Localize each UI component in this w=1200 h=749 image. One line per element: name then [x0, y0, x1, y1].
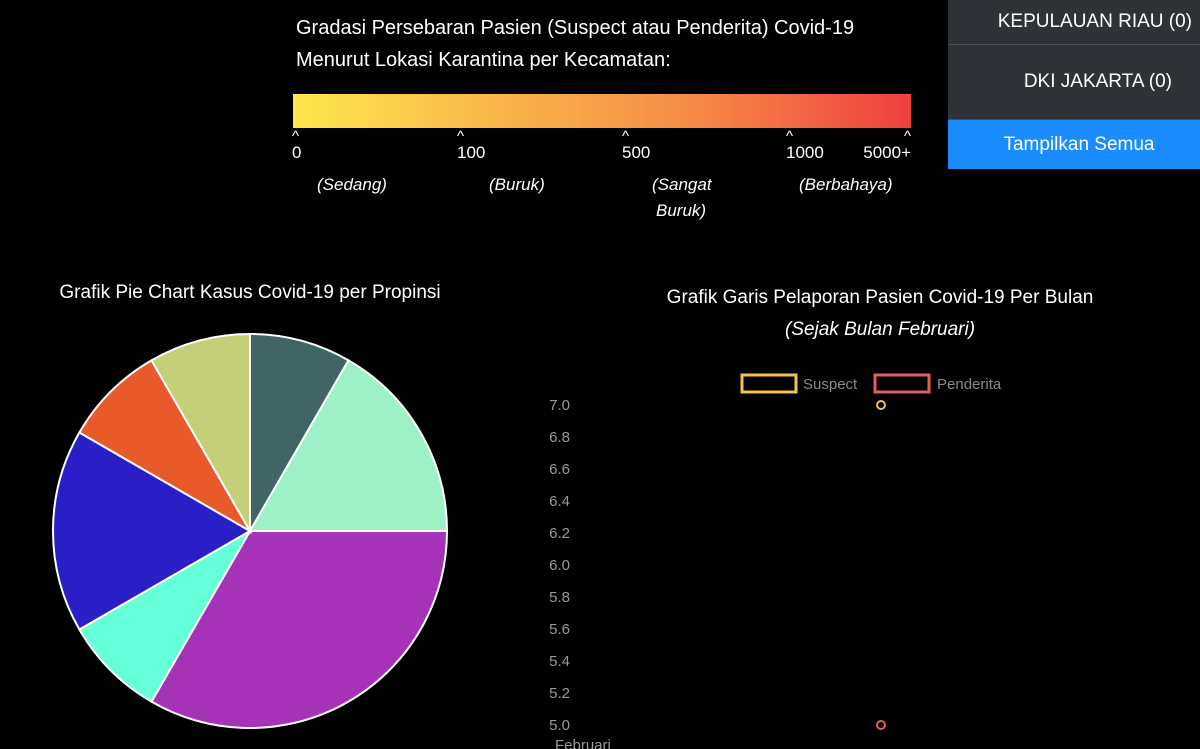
- pie-slice[interactable]: [78, 359, 253, 534]
- pie-slice[interactable]: [249, 332, 350, 535]
- y-tick-label: 5.8: [549, 589, 570, 606]
- legend-label[interactable]: Penderita: [937, 376, 1002, 393]
- gradient-legend-title-line2: Menurut Lokasi Karantina per Kecamatan:: [296, 49, 671, 71]
- pie-chart-title: Grafik Pie Chart Kasus Covid-19 per Prop…: [59, 282, 441, 303]
- y-tick-label: 6.6: [549, 461, 570, 478]
- gradient-tick: ^ 100: [457, 128, 486, 162]
- grade-label: Buruk): [656, 201, 707, 220]
- gradient-color-bar: [293, 94, 911, 128]
- y-tick-label: 6.4: [549, 493, 570, 510]
- gradient-tick: ^ 500: [622, 128, 651, 162]
- line-chart-title: Grafik Garis Pelaporan Pasien Covid-19 P…: [600, 282, 1160, 346]
- province-item-dki-jakarta[interactable]: DKI JAKARTA (0): [948, 45, 1200, 120]
- y-tick-label: 5.4: [549, 653, 570, 670]
- pie-slice[interactable]: [52, 431, 252, 631]
- line-chart: Suspect Penderita 7.0 6.8 6.6 6.4 6.2 6.0 5.8 5.6…: [549, 373, 1002, 749]
- legend-label[interactable]: Suspect: [803, 376, 858, 393]
- province-filter-panel: KEPULAUAN RIAU (0) DKI JAKARTA (0) Tampi…: [948, 0, 1200, 169]
- pie-slice[interactable]: [150, 530, 449, 729]
- show-all-button[interactable]: Tampilkan Semua: [948, 120, 1200, 169]
- gradient-legend-title: Gradasi Persebaran Pasien (Suspect atau …: [296, 12, 916, 76]
- data-point[interactable]: [876, 720, 886, 730]
- y-tick-label: 6.0: [549, 557, 570, 574]
- x-tick-label: Februari: [555, 737, 611, 749]
- y-tick-label: 5.0: [549, 717, 570, 734]
- gradient-legend-title-line1: Gradasi Persebaran Pasien (Suspect atau …: [296, 17, 855, 39]
- grade-label: (Berbahaya): [799, 175, 893, 194]
- grade-label: (Sangat: [652, 175, 712, 194]
- pie-slice[interactable]: [248, 359, 449, 532]
- y-tick-label: 6.8: [549, 429, 570, 446]
- grade-label: (Buruk): [489, 175, 545, 194]
- province-item-kepulauan-riau[interactable]: KEPULAUAN RIAU (0): [948, 0, 1200, 45]
- pie-slice[interactable]: [78, 528, 253, 703]
- y-tick-label: 5.2: [549, 685, 570, 702]
- pie-slice[interactable]: [150, 332, 251, 535]
- data-point[interactable]: [876, 400, 886, 410]
- pie-chart: [52, 332, 449, 729]
- gradient-tick: ^ 1000: [786, 128, 824, 162]
- y-tick-label: 6.2: [549, 525, 570, 542]
- legend-swatch[interactable]: [873, 373, 931, 394]
- y-tick-label: 7.0: [549, 397, 570, 414]
- line-chart-subtitle: (Sejak Bulan Februari): [784, 319, 976, 340]
- gradient-tick: ^ 0: [292, 128, 302, 162]
- y-tick-label: 5.6: [549, 621, 570, 638]
- line-chart-title-text: Grafik Garis Pelaporan Pasien Covid-19 P…: [666, 287, 1094, 308]
- gradient-tick: ^ 5000+: [863, 128, 911, 162]
- legend-swatch[interactable]: [740, 373, 798, 394]
- grade-label: (Sedang): [317, 175, 387, 194]
